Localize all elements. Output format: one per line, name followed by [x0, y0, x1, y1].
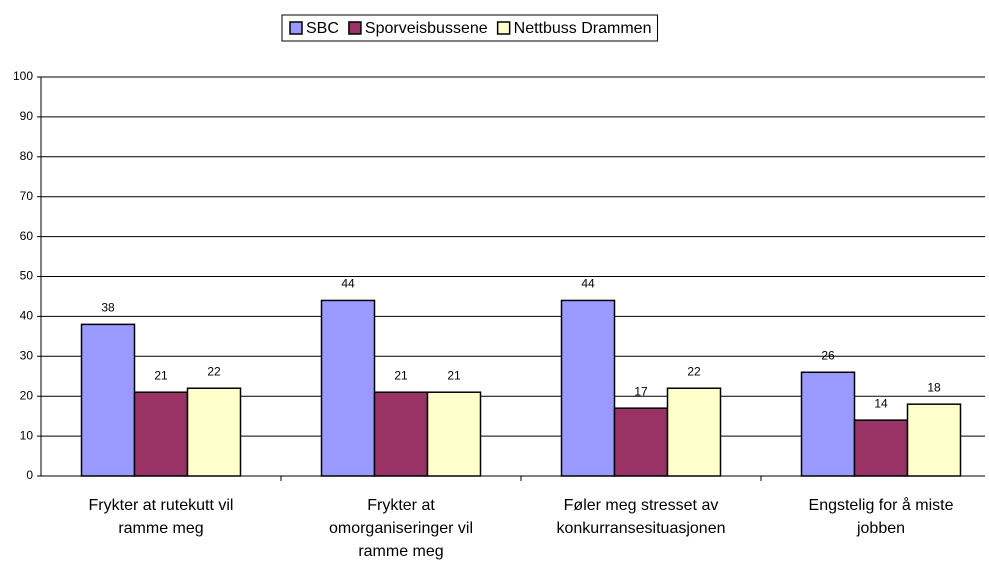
data-label: 18 — [927, 380, 941, 394]
bar — [186, 387, 242, 477]
y-tick-label: 80 — [20, 149, 34, 163]
bar — [373, 391, 429, 477]
y-tick-label: 40 — [20, 309, 34, 323]
bar — [133, 391, 189, 477]
legend-swatch — [348, 21, 362, 35]
bar — [853, 419, 909, 477]
y-tick-label: 60 — [20, 229, 34, 243]
x-tick-label: jobben — [856, 520, 905, 537]
y-tick-label: 70 — [20, 189, 34, 203]
data-label: 14 — [874, 396, 888, 410]
legend-label: Nettbuss Drammen — [514, 20, 652, 37]
x-tick-label: ramme meg — [118, 520, 203, 537]
x-tick-label: ramme meg — [358, 543, 443, 560]
data-label: 44 — [581, 277, 595, 291]
data-label: 21 — [394, 368, 408, 382]
legend-swatch — [289, 21, 303, 35]
x-tick-label: konkurransesituasjonen — [557, 520, 726, 537]
x-tick-label: Føler meg stresset av — [564, 497, 719, 514]
bar — [426, 391, 482, 477]
x-tick-label: omorganiseringer vil — [329, 520, 473, 537]
y-tick-label: 0 — [26, 468, 33, 482]
y-tick-label: 100 — [13, 69, 33, 83]
data-label: 21 — [154, 368, 168, 382]
bar — [906, 403, 962, 477]
data-label: 21 — [447, 368, 461, 382]
data-label: 26 — [821, 348, 835, 362]
bar — [80, 323, 136, 477]
y-tick-label: 50 — [20, 269, 34, 283]
data-label: 22 — [687, 364, 701, 378]
bar — [800, 371, 856, 477]
y-tick-label: 90 — [20, 109, 34, 123]
bar — [666, 387, 722, 477]
legend-box — [281, 14, 658, 42]
y-tick-label: 10 — [20, 428, 34, 442]
data-label: 17 — [634, 384, 648, 398]
legend-swatch — [496, 21, 511, 35]
bar — [320, 299, 376, 477]
x-tick-label: Frykter at rutekutt vil — [89, 497, 234, 514]
x-tick-label: Engstelig for å miste — [809, 496, 954, 514]
y-tick-label: 30 — [20, 348, 34, 362]
bar — [613, 407, 669, 477]
data-label: 44 — [341, 277, 355, 291]
data-label: 38 — [101, 301, 115, 315]
y-tick-label: 20 — [20, 388, 34, 402]
x-tick-label: Frykter at — [367, 497, 435, 514]
data-label: 22 — [207, 364, 221, 378]
bar — [560, 299, 616, 477]
legend-label: SBC — [306, 20, 339, 37]
legend-label: Sporveisbussene — [365, 20, 488, 37]
